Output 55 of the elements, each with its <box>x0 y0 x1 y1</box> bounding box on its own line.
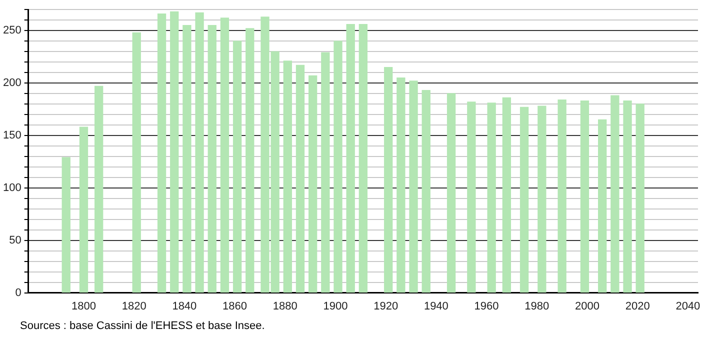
bar <box>446 93 456 293</box>
bar <box>598 119 607 293</box>
bar <box>538 106 546 293</box>
bar <box>170 11 179 293</box>
bar <box>409 80 418 293</box>
x-tick-label: 1820 <box>122 300 146 312</box>
y-tick-label: 0 <box>15 286 22 299</box>
bar <box>346 24 355 293</box>
bar <box>558 99 566 293</box>
bar <box>157 13 166 293</box>
bar <box>208 25 216 293</box>
x-tick-label: 2020 <box>625 300 650 312</box>
y-tick-label: 150 <box>2 130 22 142</box>
bar <box>321 52 330 293</box>
bar <box>502 97 512 293</box>
bar <box>636 104 644 293</box>
bar <box>334 40 342 293</box>
bar <box>195 12 204 293</box>
x-tick-label: 1900 <box>323 300 348 312</box>
x-tick-label: 1940 <box>424 300 448 312</box>
y-tick-label: 200 <box>2 77 22 90</box>
bar <box>520 106 529 293</box>
source-note: Sources : base Cassini de l'EHESS et base Insee. <box>20 320 265 332</box>
x-tick-label: 1800 <box>71 300 96 312</box>
bar <box>487 102 496 293</box>
bar <box>182 25 192 293</box>
x-tick-label: 2000 <box>574 300 600 312</box>
bar <box>358 24 368 293</box>
x-tick-label: 2040 <box>676 300 700 312</box>
x-tick-label: 1920 <box>374 300 398 312</box>
bar <box>610 95 620 293</box>
bar <box>246 28 254 293</box>
bar <box>79 126 88 293</box>
y-tick-label: 100 <box>2 182 22 194</box>
bar <box>580 100 590 293</box>
bar <box>422 90 430 293</box>
bar <box>232 40 242 293</box>
bar <box>623 100 632 293</box>
bar <box>296 64 305 293</box>
y-tick-label: 50 <box>9 234 22 246</box>
bar <box>467 102 476 293</box>
x-tick-label: 1980 <box>524 300 550 312</box>
bar <box>308 75 318 293</box>
bar <box>220 18 230 293</box>
bar <box>62 157 70 293</box>
y-tick-label: 250 <box>2 24 22 37</box>
x-tick-label: 1880 <box>272 300 298 312</box>
x-tick-label: 1960 <box>474 300 499 312</box>
bar <box>94 86 104 293</box>
bar <box>283 60 292 293</box>
bar <box>396 77 406 293</box>
x-tick-label: 1860 <box>222 300 248 312</box>
bar <box>384 66 393 293</box>
x-tick-label: 1840 <box>172 300 197 312</box>
bar <box>132 32 141 293</box>
